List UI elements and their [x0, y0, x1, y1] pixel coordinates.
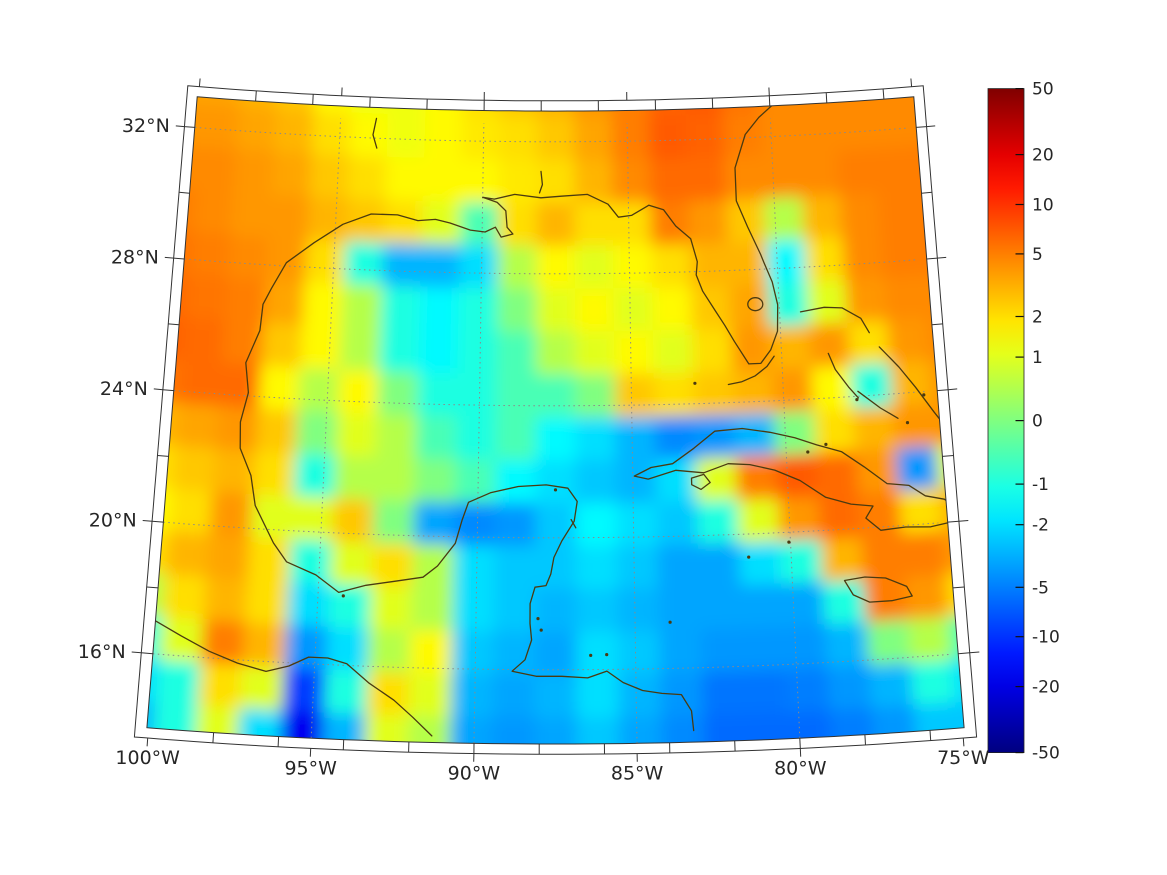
island-dot: [787, 540, 791, 544]
x-tick-label: 80°W: [774, 757, 827, 779]
x-tick-label: 90°W: [448, 763, 501, 785]
colorbar-tick-label: -50: [1032, 744, 1060, 764]
y-tick-label: 16°N: [78, 641, 126, 663]
y-tick-label: 28°N: [111, 246, 159, 268]
island-dot: [824, 442, 828, 446]
colorbar-tick-label: 50: [1032, 80, 1054, 100]
colorbar-tick-label: 10: [1032, 196, 1054, 216]
x-tick-label: 95°W: [284, 757, 337, 779]
island-dot: [922, 393, 926, 397]
colorbar-tick-label: 0: [1032, 412, 1043, 432]
colorbar-tick-label: -5: [1032, 578, 1049, 598]
colorbar-tick-label: -2: [1032, 516, 1049, 536]
coastline-bahamas-exuma: [857, 390, 899, 419]
coastline-river-red: [372, 117, 378, 149]
coastline-florida-keys: [727, 355, 775, 386]
colorbar-tick-label: 1: [1032, 348, 1043, 368]
island-dot: [693, 381, 697, 385]
colorbar-tick-label: 20: [1032, 146, 1054, 166]
island-dot: [747, 555, 751, 559]
coastline-bahamas-eleuthera-long: [878, 346, 944, 424]
x-tick-label: 75°W: [937, 747, 990, 769]
heatmap-layer: [146, 96, 965, 745]
island-dot: [855, 398, 859, 402]
colorbar-tick-label: -10: [1032, 628, 1060, 648]
island-dot: [806, 450, 810, 454]
colorbar-tick-label: -1: [1032, 475, 1049, 495]
colorbar-tick-label: 5: [1032, 245, 1043, 265]
coastline-isle-of-youth: [690, 473, 711, 491]
island-dot: [668, 620, 672, 624]
colorbar-tick-label: 2: [1032, 308, 1043, 328]
coastline-cozumel: [570, 518, 577, 529]
y-tick-label: 32°N: [122, 115, 170, 137]
island-dot: [553, 488, 558, 492]
colorbar-tick-label: -20: [1032, 678, 1060, 698]
island-dot: [341, 594, 345, 598]
y-tick-label: 24°N: [100, 378, 148, 400]
coastline-pacific-coast: [154, 620, 433, 737]
graticule: [152, 118, 949, 744]
coastline-jamaica: [843, 576, 913, 603]
coastlines: [154, 99, 960, 737]
island-dot: [589, 653, 593, 658]
axis-labels: 100°W 95°W 90°W 85°W 80°W 75°W 16°N 20°N 24°N 28°…: [78, 115, 990, 785]
y-tick-label: 20°N: [89, 510, 137, 532]
coastline-us-gulf-atlantic: [245, 99, 779, 394]
island-dot: [539, 628, 543, 632]
coastline-river-mobile: [538, 170, 544, 194]
island-dot: [536, 617, 540, 621]
island-dot: [605, 653, 609, 657]
lake-okeechobee: [747, 297, 764, 312]
island-dot: [905, 421, 910, 425]
coastline-mexico-central-america: [239, 391, 695, 732]
map-frame: [131, 78, 980, 762]
coastline-bahamas-grand-abaco: [799, 306, 870, 334]
coastline-bahamas-andros: [827, 352, 860, 399]
x-tick-label: 85°W: [611, 763, 664, 785]
x-tick-label: 100°W: [115, 747, 180, 769]
